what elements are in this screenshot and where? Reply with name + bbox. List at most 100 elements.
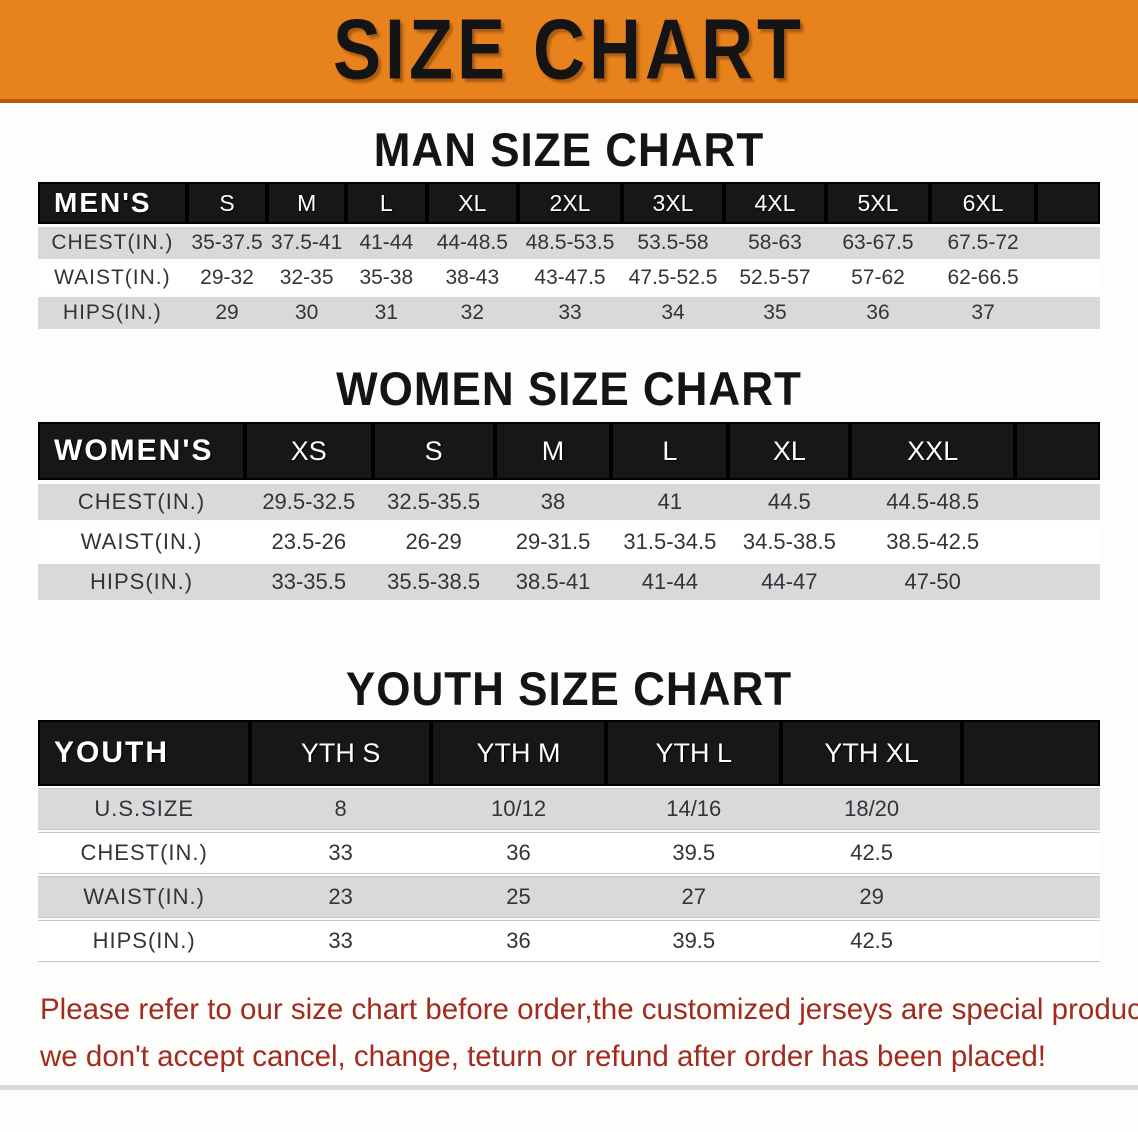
row-label: U.S.SIZE [38, 788, 251, 830]
cell: 48.5-53.5 [517, 227, 623, 259]
men-col-2xl: 2XL [517, 182, 623, 224]
cell: 39.5 [606, 920, 782, 962]
cell: 35-38 [345, 262, 427, 294]
cell: 44.5-48.5 [850, 484, 1015, 520]
men-table-label: MEN'S [38, 182, 187, 224]
table-row: CHEST(IN.) 29.5-32.5 32.5-35.5 38 41 44.… [38, 484, 1100, 520]
cell: 29-32 [186, 262, 268, 294]
spacer-cell [1036, 262, 1100, 294]
table-row: U.S.SIZE 8 10/12 14/16 18/20 [38, 788, 1100, 830]
cell: 63-67.5 [825, 227, 930, 259]
youth-col-l: YTH L [606, 720, 782, 786]
cell: 47-50 [850, 564, 1015, 600]
cell: 14/16 [606, 788, 782, 830]
youth-size-table: YOUTH YTH S YTH M YTH L YTH XL U.S.SIZE … [38, 718, 1100, 964]
table-row: CHEST(IN.) 33 36 39.5 42.5 [38, 832, 1100, 874]
table-row: HIPS(IN.) 33-35.5 35.5-38.5 38.5-41 41-4… [38, 564, 1100, 600]
disclaimer-line-2: we don't accept cancel, change, teturn o… [40, 1040, 1046, 1073]
cell: 26-29 [372, 524, 495, 560]
disclaimer: Please refer to our size chart before or… [40, 986, 1138, 1080]
cell: 29 [781, 876, 962, 918]
cell: 57-62 [825, 262, 930, 294]
cell: 10/12 [430, 788, 607, 830]
cell: 27 [606, 876, 782, 918]
men-section-heading: MAN SIZE CHART [373, 123, 765, 177]
cell: 35.5-38.5 [372, 564, 495, 600]
spacer-cell [961, 788, 1100, 830]
cell: 32-35 [267, 262, 346, 294]
women-col-xs: XS [245, 422, 373, 480]
cell: 38.5-41 [494, 564, 612, 600]
men-col-s: S [186, 182, 268, 224]
youth-col-s: YTH S [250, 720, 431, 786]
bottom-divider [0, 1085, 1138, 1090]
women-col-l: L [611, 422, 729, 480]
cell: 58-63 [723, 227, 826, 259]
row-label: HIPS(IN.) [38, 297, 187, 329]
youth-table-label: YOUTH [38, 720, 251, 786]
spacer-cell [1015, 484, 1100, 520]
women-col-s: S [372, 422, 495, 480]
women-col-xxl: XXL [850, 422, 1015, 480]
men-col-m: M [267, 182, 346, 224]
youth-header-row: YOUTH YTH S YTH M YTH L YTH XL [38, 720, 1100, 786]
spacer-cell [961, 832, 1100, 874]
spacer-cell [1015, 422, 1100, 480]
cell: 43-47.5 [517, 262, 623, 294]
cell: 38 [494, 484, 612, 520]
cell: 33-35.5 [245, 564, 373, 600]
cell: 44.5 [728, 484, 851, 520]
cell: 37.5-41 [267, 227, 346, 259]
cell: 35-37.5 [186, 227, 268, 259]
women-col-m: M [494, 422, 612, 480]
cell: 33 [250, 920, 431, 962]
cell: 29.5-32.5 [245, 484, 373, 520]
women-size-table: WOMEN'S XS S M L XL XXL CHEST(IN.) 29.5-… [38, 418, 1100, 604]
table-row: HIPS(IN.) 33 36 39.5 42.5 [38, 920, 1100, 962]
spacer-cell [961, 720, 1100, 786]
men-size-table: MEN'S S M L XL 2XL 3XL 4XL 5XL 6XL CHEST… [38, 179, 1100, 332]
cell: 36 [430, 832, 607, 874]
men-header-row: MEN'S S M L XL 2XL 3XL 4XL 5XL 6XL [38, 182, 1100, 224]
cell: 32.5-35.5 [372, 484, 495, 520]
spacer-cell [1036, 227, 1100, 259]
women-col-xl: XL [728, 422, 851, 480]
table-row: WAIST(IN.) 23 25 27 29 [38, 876, 1100, 918]
cell: 8 [250, 788, 431, 830]
men-col-4xl: 4XL [723, 182, 826, 224]
cell: 53.5-58 [622, 227, 724, 259]
women-header-row: WOMEN'S XS S M L XL XXL [38, 422, 1100, 480]
spacer-cell [1036, 182, 1100, 224]
disclaimer-line-1: Please refer to our size chart before or… [40, 993, 1138, 1026]
cell: 34.5-38.5 [728, 524, 851, 560]
women-section-heading: WOMEN SIZE CHART [336, 363, 802, 416]
youth-section-heading: YOUTH SIZE CHART [345, 663, 793, 716]
table-row: WAIST(IN.) 23.5-26 26-29 29-31.5 31.5-34… [38, 524, 1100, 560]
cell: 35 [723, 297, 826, 329]
cell: 42.5 [781, 832, 962, 874]
row-label: CHEST(IN.) [38, 227, 187, 259]
row-label: HIPS(IN.) [38, 920, 251, 962]
cell: 52.5-57 [723, 262, 826, 294]
cell: 34 [622, 297, 724, 329]
cell: 31.5-34.5 [611, 524, 729, 560]
cell: 67.5-72 [929, 227, 1037, 259]
cell: 23.5-26 [245, 524, 373, 560]
cell: 41-44 [345, 227, 427, 259]
cell: 29-31.5 [494, 524, 612, 560]
banner: SIZE CHART [0, 0, 1138, 103]
row-label: WAIST(IN.) [38, 262, 187, 294]
table-row: WAIST(IN.) 29-32 32-35 35-38 38-43 43-47… [38, 262, 1100, 294]
men-col-l: L [345, 182, 427, 224]
row-label: CHEST(IN.) [38, 832, 251, 874]
cell: 36 [825, 297, 930, 329]
cell: 32 [426, 297, 518, 329]
cell: 37 [929, 297, 1037, 329]
youth-col-m: YTH M [430, 720, 607, 786]
table-row: HIPS(IN.) 29 30 31 32 33 34 35 36 37 [38, 297, 1100, 329]
cell: 29 [186, 297, 268, 329]
row-label: WAIST(IN.) [38, 524, 246, 560]
spacer-cell [1015, 524, 1100, 560]
row-label: HIPS(IN.) [38, 564, 246, 600]
